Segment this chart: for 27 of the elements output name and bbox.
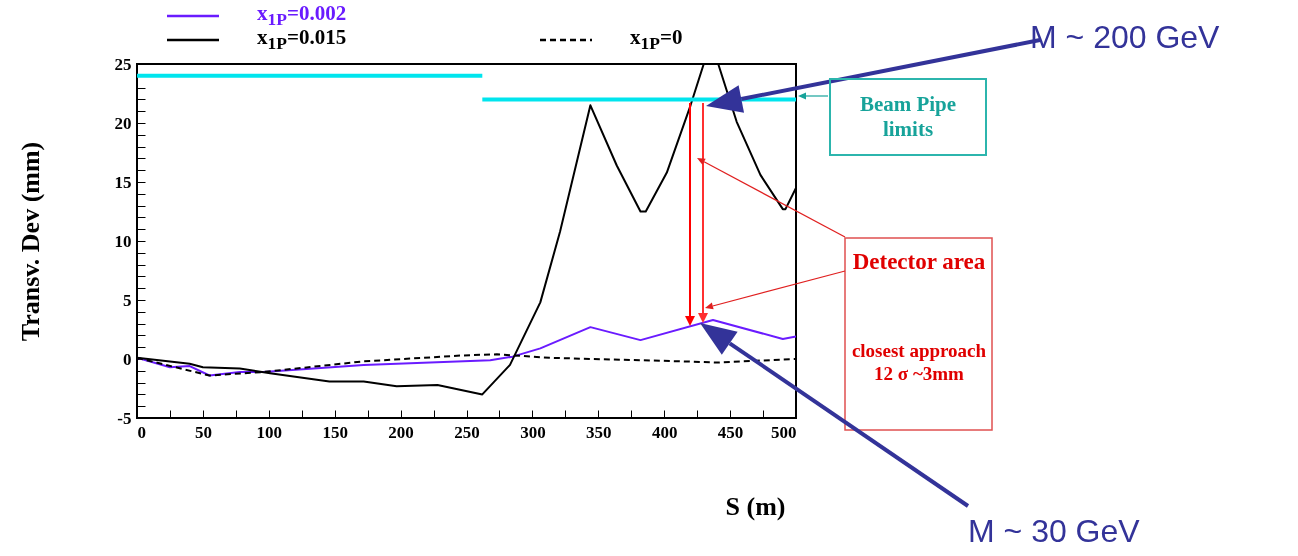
y-tick-label: 20 [114, 113, 132, 133]
text: Beam Pipe limits [829, 78, 987, 156]
line-series [137, 319, 796, 377]
text: closest approach 12 σ ~3mm [850, 340, 988, 386]
text: M ~ 200 GeV [1030, 18, 1221, 57]
x-tick-label: 0 [137, 422, 146, 442]
legend-label: x$_{1P}$=0 [630, 25, 683, 55]
y-axis-title: Transv. Dev (mm) [15, 141, 45, 342]
y-tick-label: -5 [117, 408, 132, 428]
x-tick-label: 450 [717, 422, 744, 442]
x-tick-label: 400 [651, 422, 678, 442]
x-tick-label: 150 [322, 422, 348, 442]
text: Detector area [851, 248, 987, 276]
y-tick-label: 15 [114, 172, 132, 192]
x-axis-title: S (m) [725, 491, 786, 521]
x-tick-label: 350 [586, 422, 612, 442]
y-tick-label: 10 [114, 231, 132, 251]
x-tick-label: 500 [771, 422, 797, 442]
y-tick-label: 5 [123, 290, 132, 310]
x-tick-label: 200 [388, 422, 414, 442]
x-tick-label: 100 [256, 422, 283, 442]
x-tick-label: 50 [194, 422, 212, 442]
text: M ~ 30 GeV [968, 512, 1141, 551]
y-tick-label: 25 [114, 54, 132, 74]
x-tick-label: 300 [520, 422, 546, 442]
x-tick-label: 250 [454, 422, 480, 442]
y-tick-label: 0 [123, 349, 132, 369]
